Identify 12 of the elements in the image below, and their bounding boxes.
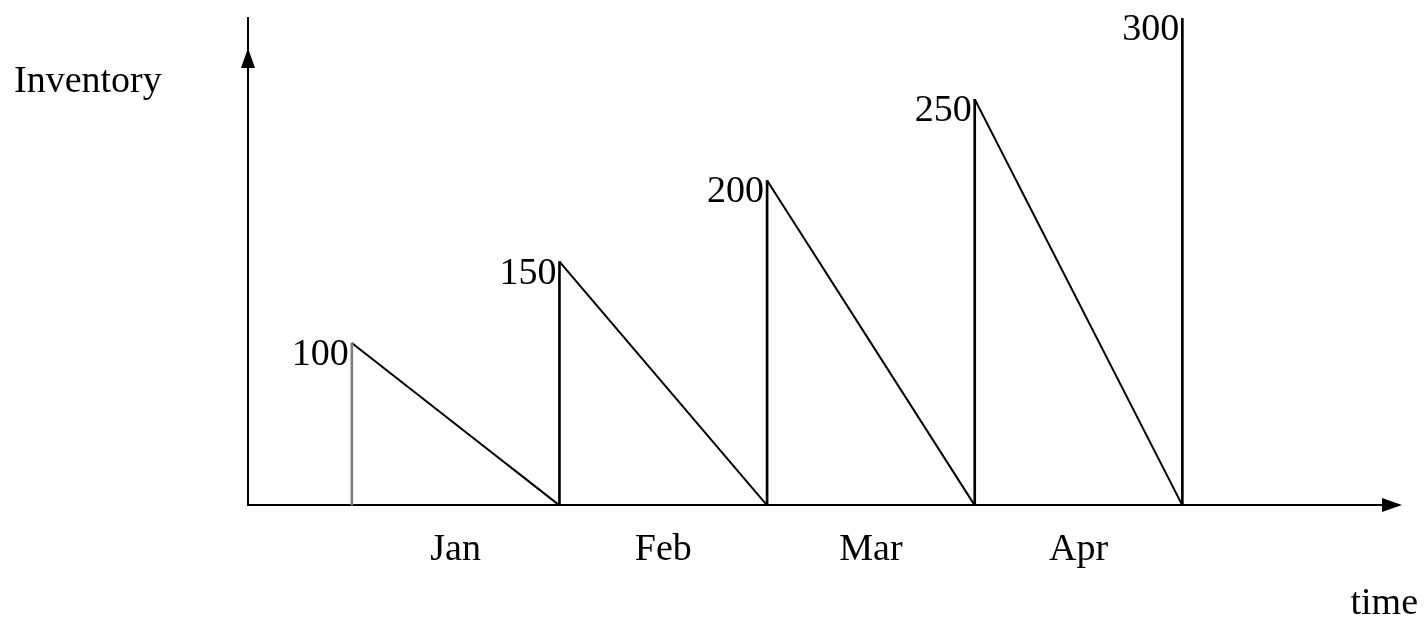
data-label: 100 xyxy=(291,330,349,373)
y-axis-title: Inventory xyxy=(14,57,162,100)
data-label: 300 xyxy=(1122,5,1180,48)
x-tick-label: Jan xyxy=(430,526,481,569)
x-tick-label: Apr xyxy=(1048,526,1109,569)
data-label: 200 xyxy=(707,168,765,211)
data-label: 150 xyxy=(499,249,557,292)
x-axis-title: time xyxy=(1350,579,1418,622)
data-label: 250 xyxy=(914,87,972,130)
bar xyxy=(350,342,354,506)
x-tick-label: Mar xyxy=(839,526,903,569)
x-tick-label: Feb xyxy=(634,526,692,569)
